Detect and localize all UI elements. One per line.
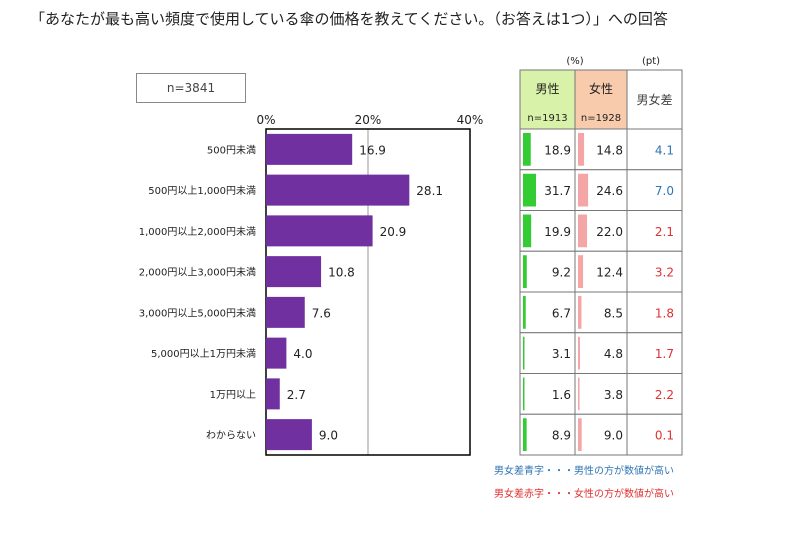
note-blue-meaning: 男女差青字・・・男性の方が数値が高い	[494, 466, 674, 477]
male-mini-bar	[523, 214, 532, 248]
category-label: 500円未満	[207, 144, 256, 156]
category-label: 500円以上1,000円未満	[148, 185, 256, 197]
plot-frame	[265, 128, 471, 456]
male-mini-bar	[523, 336, 525, 370]
male-cell	[519, 291, 576, 334]
bar-value-label: 28.1	[416, 184, 443, 198]
male-value: 8.9	[552, 429, 571, 443]
category-label: 1,000円以上2,000円未満	[139, 226, 256, 238]
category-label: わからない	[206, 430, 256, 442]
bar	[266, 256, 322, 288]
female-cell	[574, 373, 628, 415]
male-header-label: 男性	[535, 82, 559, 96]
bar	[266, 174, 410, 206]
female-cell	[574, 413, 628, 456]
female-value: 24.6	[596, 184, 623, 198]
bar	[266, 378, 280, 410]
male-cell	[519, 413, 576, 456]
bar-value-label: 10.8	[328, 266, 355, 280]
female-mini-bar	[578, 377, 580, 411]
category-label: 5,000円以上1万円未満	[151, 348, 256, 360]
male-mini-bar	[523, 133, 531, 166]
diff-cell	[626, 332, 683, 374]
male-mini-bar	[523, 255, 527, 288]
male-mini-bar	[523, 296, 526, 329]
note-red-meaning: 男女差赤字・・・女性の方が数値が高い	[494, 489, 674, 500]
x-tick-label: 20%	[355, 113, 382, 127]
diff-header-cell	[626, 69, 683, 130]
category-label: 1万円以上	[210, 389, 256, 401]
bar	[266, 296, 305, 328]
diff-cell	[626, 250, 683, 293]
male-value: 9.2	[552, 266, 571, 280]
diff-value: 2.1	[655, 225, 674, 239]
female-mini-bar	[578, 296, 582, 329]
female-cell	[574, 250, 628, 293]
diff-value: 0.1	[655, 429, 674, 443]
bar-value-label: 4.0	[293, 347, 312, 361]
female-value: 14.8	[596, 143, 623, 157]
female-mini-bar	[578, 336, 580, 370]
diff-value: 7.0	[655, 184, 674, 198]
male-n-label: n=1913	[527, 113, 567, 124]
diff-value: 4.1	[655, 143, 674, 157]
male-value: 3.1	[552, 347, 571, 361]
unit-pt: (pt)	[642, 56, 660, 67]
male-mini-bar	[523, 377, 525, 411]
diff-cell	[626, 413, 683, 456]
female-mini-bar	[578, 214, 588, 248]
bar-value-label: 16.9	[359, 143, 386, 157]
male-value: 19.9	[544, 225, 571, 239]
x-tick-label: 0%	[256, 113, 275, 127]
diff-value: 3.2	[655, 266, 674, 280]
bar-value-label: 2.7	[287, 388, 306, 402]
category-label: 2,000円以上3,000円未満	[139, 267, 256, 279]
female-value: 22.0	[596, 225, 623, 239]
chart-title: 「あなたが最も高い頻度で使用している傘の価格を教えてください。（お答えは1つ）」…	[30, 10, 668, 28]
male-value: 6.7	[552, 306, 571, 320]
female-value: 12.4	[596, 266, 623, 280]
male-mini-bar	[523, 173, 536, 207]
diff-cell	[626, 128, 683, 171]
male-value: 18.9	[544, 143, 571, 157]
female-header-label: 女性	[589, 81, 613, 96]
female-value: 9.0	[604, 429, 623, 443]
male-cell	[519, 332, 576, 374]
female-value: 8.5	[604, 306, 623, 320]
bar-value-label: 7.6	[312, 306, 331, 320]
x-tick-label: 40%	[457, 113, 484, 127]
category-label: 3,000円以上5,000円未満	[139, 307, 256, 319]
female-header-cell	[574, 69, 628, 130]
female-mini-bar	[578, 133, 585, 166]
male-cell	[519, 250, 576, 293]
sample-size-box: n=3841	[136, 73, 246, 103]
diff-header-label: 男女差	[636, 92, 672, 107]
bar	[266, 215, 373, 247]
female-n-label: n=1928	[581, 113, 621, 124]
bar-value-label: 9.0	[319, 429, 338, 443]
diff-cell	[626, 210, 683, 252]
diff-value: 1.8	[655, 306, 674, 320]
diff-value: 2.2	[655, 388, 674, 402]
unit-percent: (%)	[566, 56, 583, 67]
male-value: 1.6	[552, 388, 571, 402]
female-value: 3.8	[604, 388, 623, 402]
bar	[266, 133, 353, 165]
bar-value-label: 20.9	[380, 225, 407, 239]
bar	[266, 419, 312, 451]
diff-value: 1.7	[655, 347, 674, 361]
diff-cell	[626, 291, 683, 334]
female-value: 4.8	[604, 347, 623, 361]
female-mini-bar	[578, 173, 589, 207]
male-value: 31.7	[544, 184, 571, 198]
female-mini-bar	[578, 255, 584, 288]
bar	[266, 337, 287, 369]
female-mini-bar	[578, 418, 582, 451]
female-cell	[574, 291, 628, 334]
male-mini-bar	[523, 418, 527, 451]
